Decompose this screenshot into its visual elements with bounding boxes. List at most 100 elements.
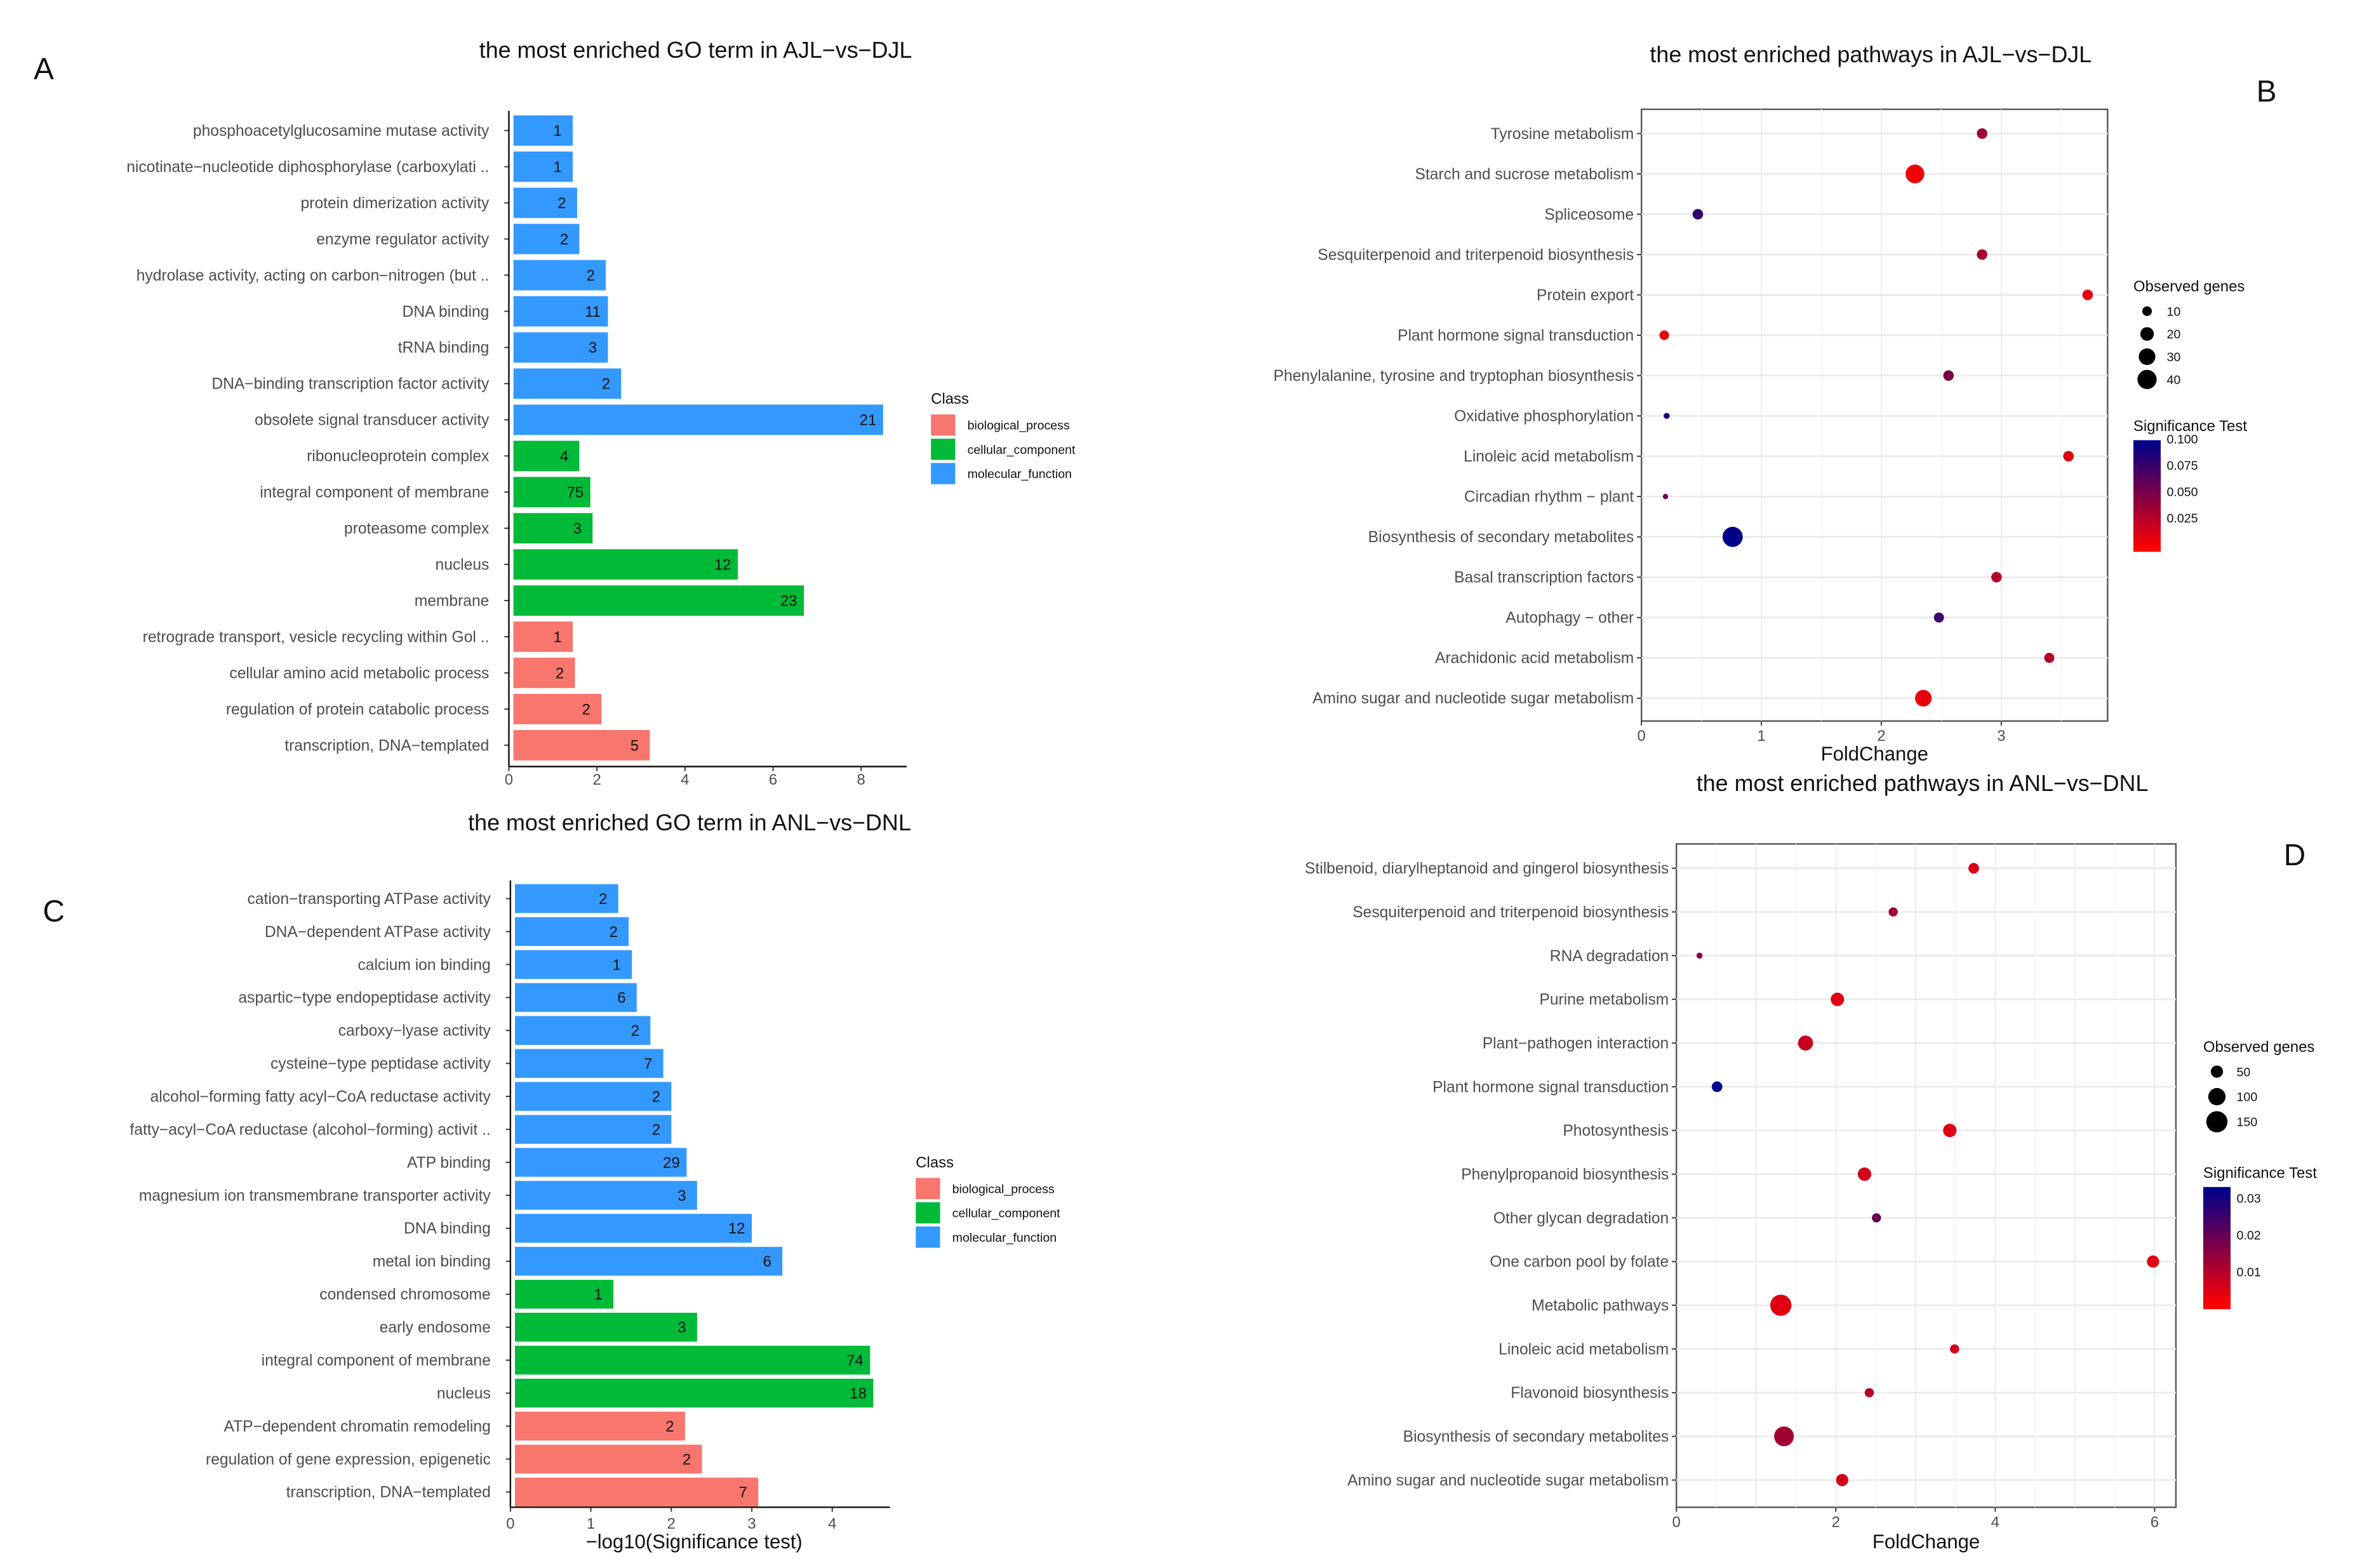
pathway-label: Plant hormone signal transduction [1432,1079,1669,1096]
color-legend-label: 0.100 [2167,432,2198,446]
x-tick-label: 2 [1832,1513,1840,1531]
colorbar-segment [2203,1268,2231,1273]
legend-label: cellular_component [952,1207,1060,1221]
legend-label: cellular_component [968,443,1076,457]
colorbar-segment [2203,1207,2231,1213]
pathway-label: Purine metabolism [1539,992,1669,1009]
size-legend-label: 50 [2237,1065,2251,1079]
size-legend-label: 20 [2167,328,2181,342]
x-tick-label: 4 [1991,1513,1999,1531]
bar [513,260,606,291]
bar-value-label: 3 [677,1187,686,1204]
size-legend-label: 100 [2237,1091,2258,1105]
bar-value-label: 12 [728,1220,745,1237]
bar [515,1181,697,1210]
bar [515,1247,783,1276]
color-legend-title: Significance Test [2203,1164,2317,1181]
colorbar-segment [2203,1219,2231,1225]
bar-value-label: 3 [573,521,582,538]
bar [513,694,602,724]
size-legend-label: 30 [2167,350,2181,364]
colorbar-segment [2133,503,2161,508]
category-label: calcium ion binding [357,957,490,974]
legend-label: molecular_function [952,1231,1057,1245]
pathway-label: Sesquiterpenoid and triterpenoid biosynt… [1318,246,1634,263]
bar-value-label: 2 [557,195,566,212]
colorbar-segment [2203,1272,2231,1277]
colorbar-segment [2203,1231,2231,1237]
colorbar-segment [2133,521,2161,526]
size-legend-dot [2142,306,2152,316]
category-label: fatty−acyl−CoA reductase (alcohol−formin… [130,1121,490,1138]
data-point [1774,1426,1794,1447]
colorbar-segment [2133,529,2161,534]
bar-value-label: 74 [846,1352,864,1369]
colorbar-segment [2203,1276,2231,1281]
data-point [1664,413,1670,419]
bar-value-label: 2 [602,376,610,393]
color-legend-label: 0.03 [2237,1192,2261,1206]
colorbar-segment [2203,1263,2231,1269]
category-label: ribonucleoprotein complex [307,448,490,465]
colorbar-segment [2133,532,2161,537]
pathway-label: Sesquiterpenoid and triterpenoid biosynt… [1352,904,1669,921]
colorbar-segment [2133,547,2161,552]
plot-panel [1676,843,2177,1508]
x-tick-label: 8 [857,771,865,788]
bar [515,1214,752,1243]
colorbar-segment [2203,1186,2231,1192]
category-label: nucleus [437,1385,491,1402]
colorbar-segment [2133,525,2161,530]
data-point [1950,1344,1959,1354]
colorbar-segment [2133,495,2161,500]
colorbar-segment [2203,1223,2231,1228]
pathway-label: Metabolic pathways [1532,1297,1669,1314]
bar [513,729,650,761]
colorbar-segment [2133,499,2161,504]
data-point [1968,863,1979,874]
category-label: tRNA binding [398,340,490,357]
size-legend-dot [2137,369,2157,389]
data-point [2082,289,2093,300]
data-point [1692,209,1704,220]
category-label: DNA binding [404,1220,491,1237]
bar [513,658,575,688]
colorbar-segment [2203,1235,2231,1240]
bar [513,404,883,435]
colorbar-segment [2203,1292,2231,1298]
data-point [1872,1213,1881,1223]
x-tick-label: 6 [769,771,777,788]
category-label: integral component of membrane [260,484,489,502]
pathway-label: Autophagy − other [1505,609,1634,627]
pathway-label: Biosynthesis of secondary metabolites [1368,529,1634,546]
colorbar-segment [2203,1259,2231,1265]
bar [515,1477,759,1507]
colorbar-segment [2203,1300,2231,1305]
colorbar-segment [2133,455,2161,460]
data-point [2147,1255,2159,1268]
bar [515,1345,871,1375]
data-point [1659,330,1669,340]
colorbar-segment [2203,1195,2231,1200]
colorbar-segment [2133,491,2161,496]
bar [513,223,580,255]
size-legend-title: Observed genes [2203,1039,2314,1056]
pathway-label: Amino sugar and nucleotide sugar metabol… [1312,690,1634,707]
bar-value-label: 2 [586,267,594,284]
bar-value-label: 1 [594,1286,603,1303]
bar [515,1115,672,1144]
bar-value-label: 6 [763,1253,771,1270]
bar-value-label: 2 [599,891,607,908]
bar [513,115,573,146]
legend-label: biological_process [952,1182,1055,1196]
colorbar-segment [2203,1239,2231,1245]
bar-value-label: 6 [617,990,625,1007]
size-legend-dot [2208,1087,2226,1106]
colorbar-segment [2133,444,2161,449]
colorbar-segment [2203,1227,2231,1233]
bar-value-label: 2 [582,701,591,718]
pathway-label: RNA degradation [1550,948,1669,965]
bar [513,187,577,218]
chart-title: the most enriched GO term in ANL−vs−DNL [468,810,911,835]
